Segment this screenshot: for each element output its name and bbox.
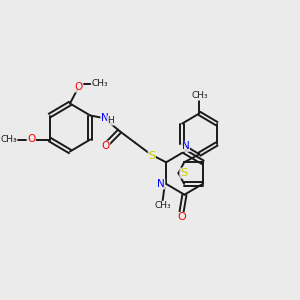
Text: CH₃: CH₃ (191, 91, 208, 100)
Text: O: O (101, 141, 110, 151)
Text: O: O (75, 82, 83, 92)
Text: N: N (101, 112, 109, 123)
Text: S: S (148, 151, 155, 161)
Text: N: N (157, 179, 165, 189)
Text: O: O (177, 212, 186, 223)
Text: N: N (182, 141, 190, 152)
Text: CH₃: CH₃ (0, 135, 17, 144)
Text: S: S (180, 168, 187, 178)
Text: H: H (107, 116, 114, 125)
Text: CH₃: CH₃ (154, 201, 171, 210)
Text: O: O (27, 134, 35, 145)
Text: CH₃: CH₃ (91, 79, 108, 88)
